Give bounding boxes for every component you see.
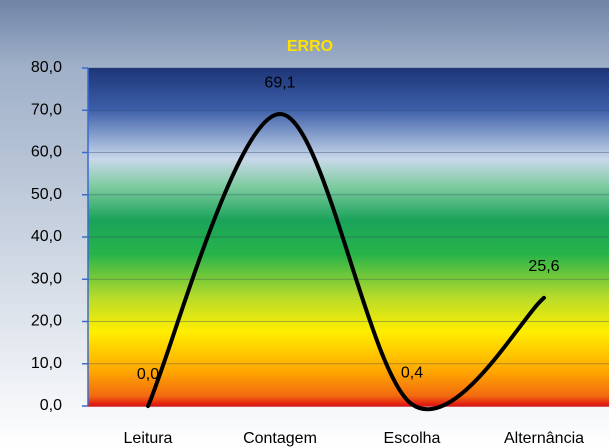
y-tick-label: 60,0 [31,144,62,161]
data-label: 0,0 [137,366,159,383]
chart-title: ERRO [287,38,333,55]
plot-area [88,68,609,406]
y-tick-label: 80,0 [31,59,62,76]
data-label: 0,4 [401,365,423,382]
y-tick-label: 10,0 [31,355,62,372]
y-tick-label: 40,0 [31,228,62,245]
x-tick-label: Contagem [243,430,317,447]
y-tick-label: 70,0 [31,101,62,118]
data-label: 69,1 [264,74,295,91]
y-tick-label: 20,0 [31,313,62,330]
x-tick-label: Escolha [384,430,441,447]
x-tick-label: Leitura [124,430,173,447]
y-tick-label: 30,0 [31,270,62,287]
x-tick-label: Alternância [504,430,584,447]
y-tick-label: 0,0 [40,397,62,414]
data-label: 25,6 [528,258,559,275]
y-tick-label: 50,0 [31,186,62,203]
line [146,112,546,412]
